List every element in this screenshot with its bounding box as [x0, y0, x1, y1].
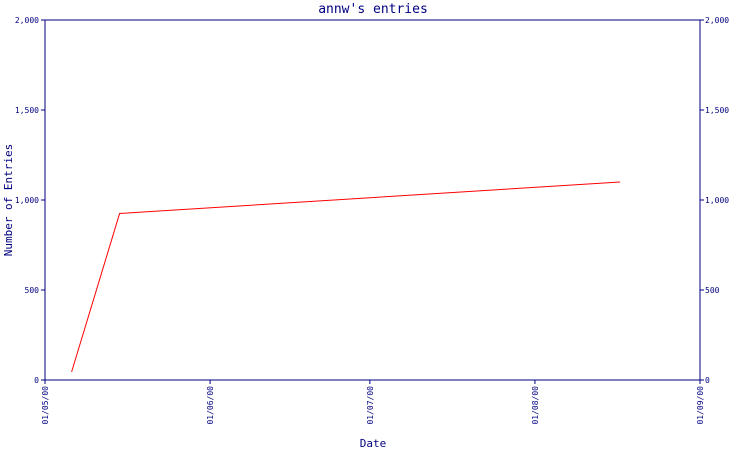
y-axis-label: Number of Entries: [2, 144, 15, 257]
y-tick-label-right: 0: [705, 376, 710, 385]
y-tick-label-left: 0: [34, 376, 39, 385]
x-tick-label: 01/09/00: [696, 386, 705, 425]
y-tick-label-left: 500: [25, 286, 40, 295]
x-axis: 01/05/00 01/06/00 01/07/00 01/08/00 01/09/00: [41, 380, 705, 425]
y-tick-label-right: 2,000: [705, 16, 729, 25]
x-tick-label: 01/07/00: [366, 386, 375, 425]
y-tick-label-left: 1,000: [15, 196, 39, 205]
y-tick-label-left: 1,500: [15, 106, 39, 115]
series-layer: [71, 181, 621, 373]
y-tick-label-left: 2,000: [15, 16, 39, 25]
x-tick-label: 01/05/00: [41, 386, 50, 425]
y-tick-label-right: 1,000: [705, 196, 729, 205]
chart-title: annw's entries: [318, 2, 428, 17]
series-line: [71, 181, 621, 373]
x-tick-label: 01/08/00: [531, 386, 540, 425]
y-tick-label-right: 500: [705, 286, 720, 295]
y-tick-label-right: 1,500: [705, 106, 729, 115]
y-axis-right: 0 500 1,000 1,500 2,000: [700, 16, 729, 385]
y-axis-left: 0 500 1,000 1,500 2,000: [15, 16, 45, 385]
plot-area: [44, 19, 701, 381]
x-axis-label: Date: [360, 437, 387, 450]
x-tick-label: 01/06/00: [206, 386, 215, 425]
